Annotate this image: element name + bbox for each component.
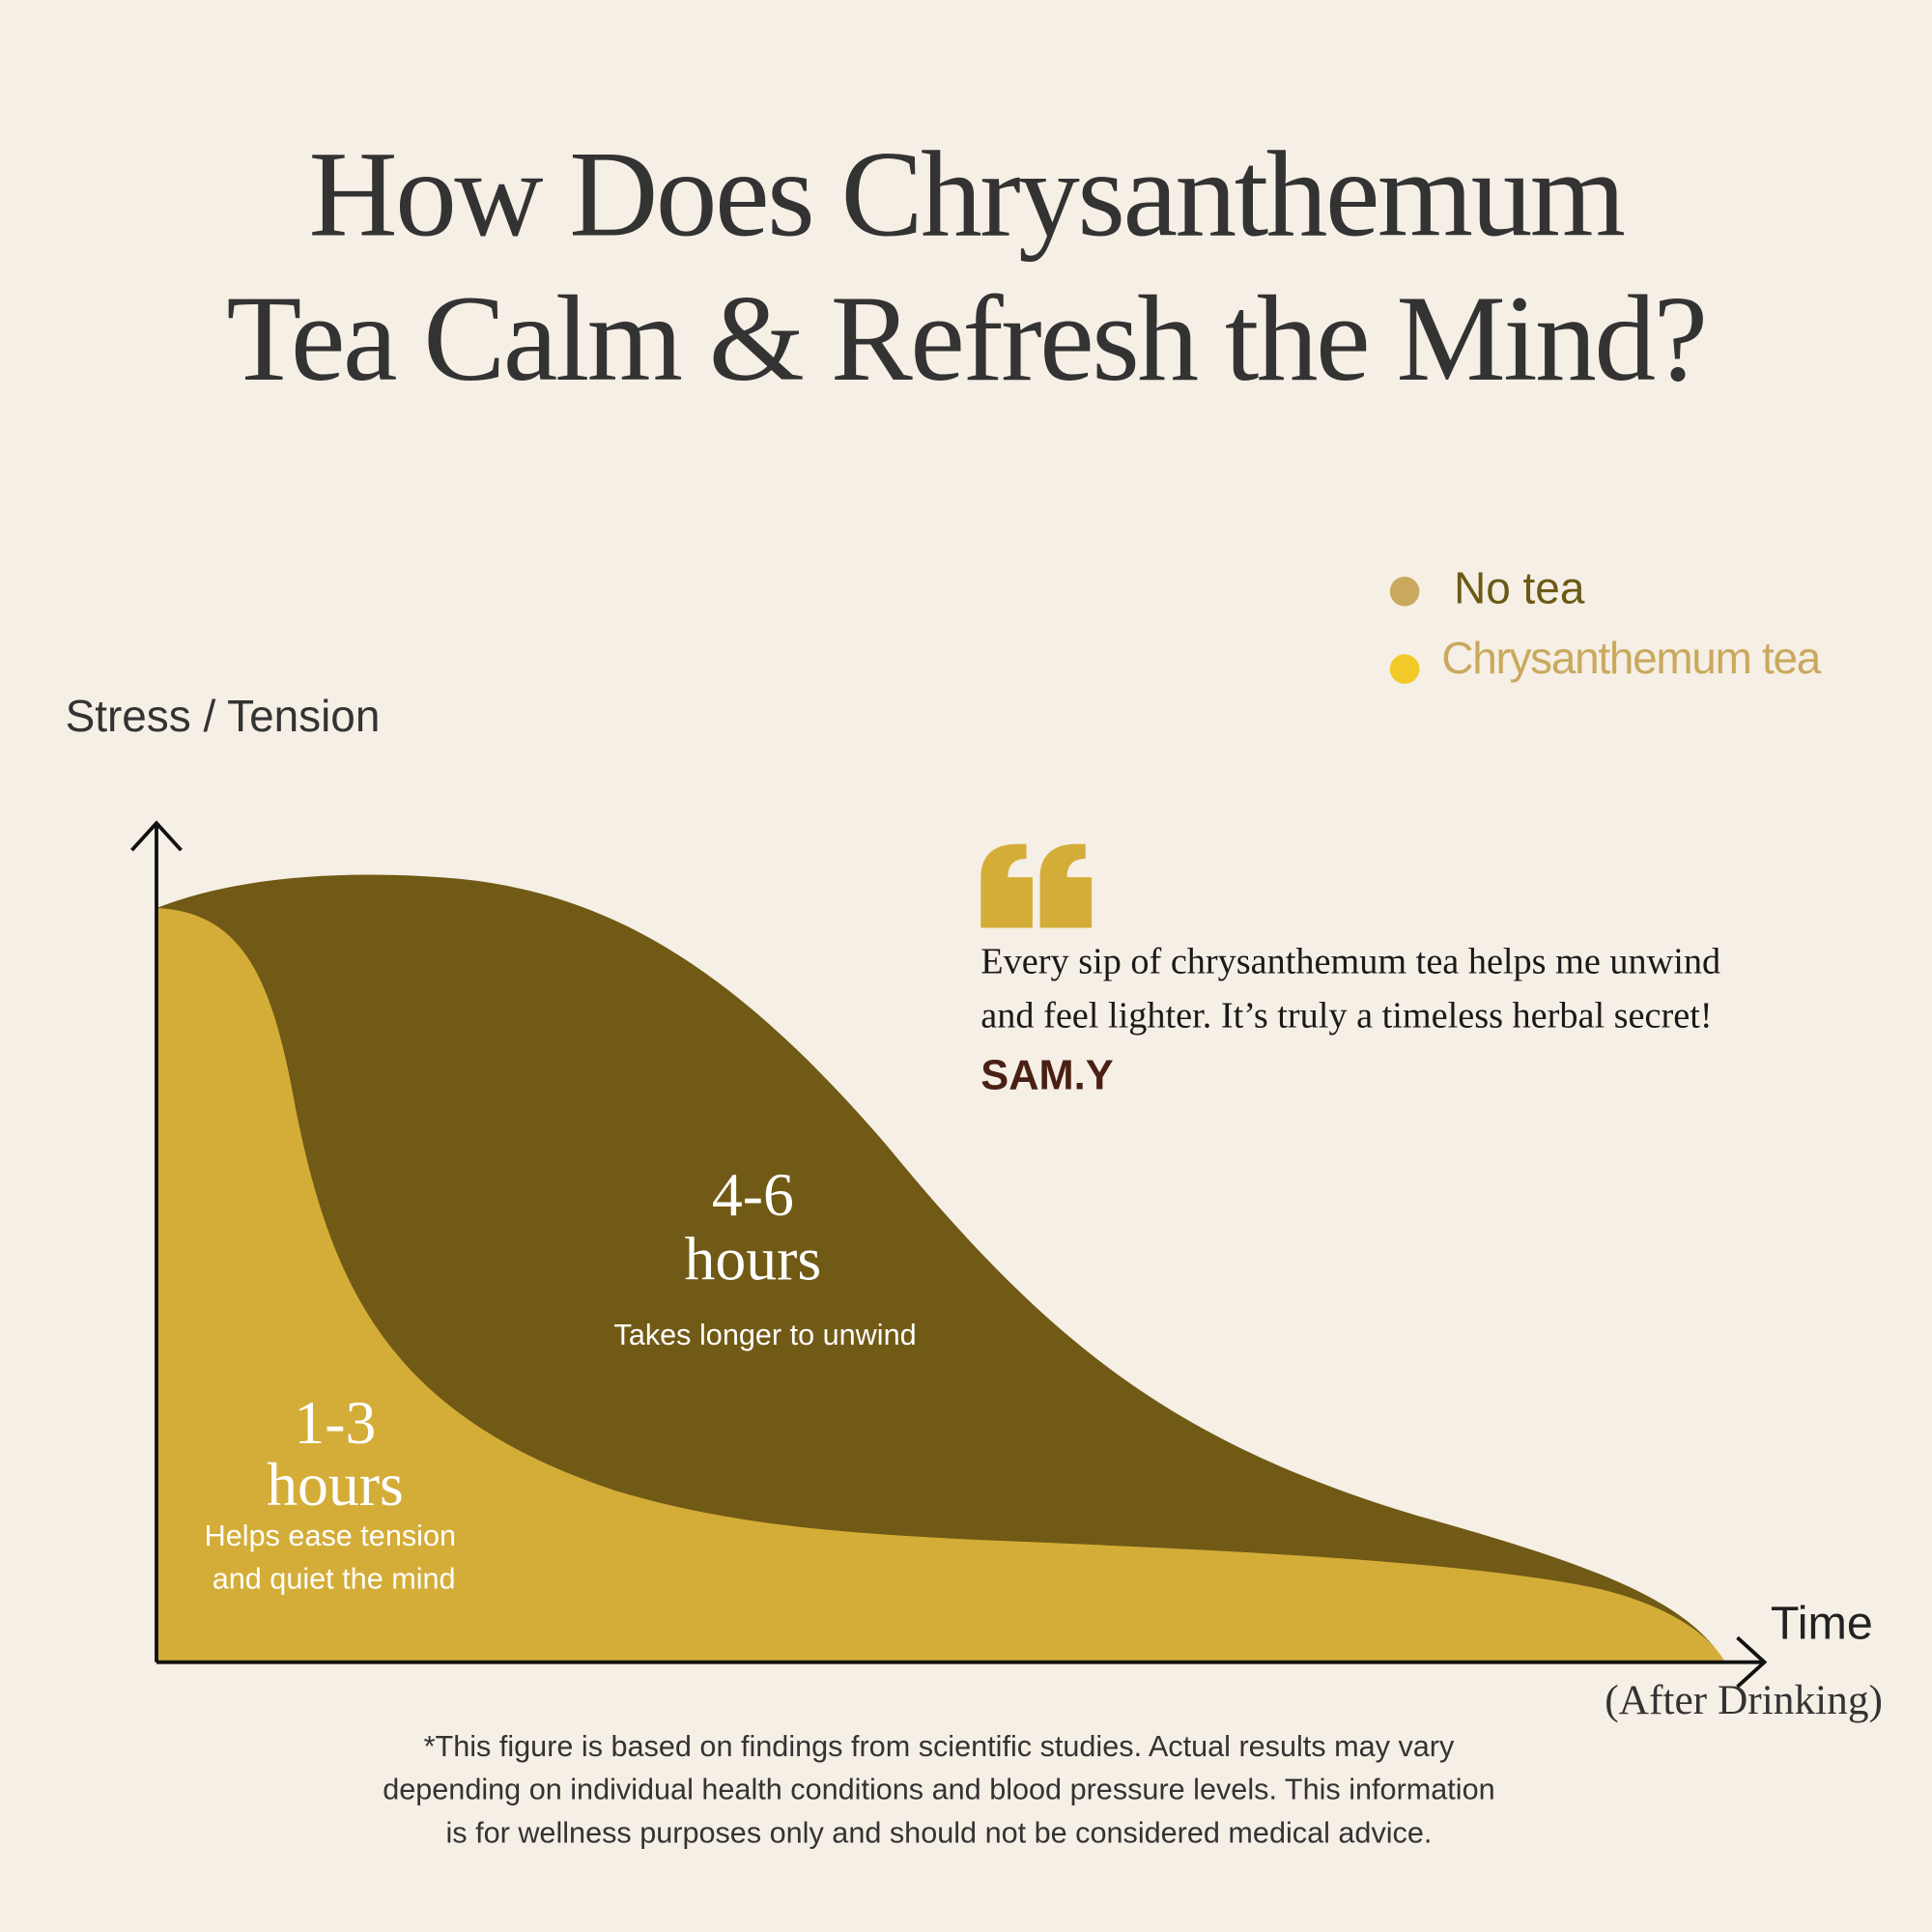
y-arrow (130, 820, 183, 852)
annotation-unit: hours (684, 1225, 821, 1293)
legend-label: No tea (1454, 562, 1585, 612)
footnote-line: *This figure is based on findings from s… (424, 1730, 1455, 1763)
y-axis-label: Stress / Tension (66, 691, 381, 741)
x-arrow (1736, 1635, 1768, 1689)
legend-dot (1389, 654, 1420, 684)
annotation-range: 4-6 (712, 1160, 794, 1229)
tea-area (156, 908, 1725, 1662)
axes (130, 820, 1768, 1689)
footnote-line: is for wellness purposes only and should… (445, 1816, 1432, 1849)
annotation-range: 1-3 (294, 1388, 376, 1457)
footnote-line: depending on individual health condition… (383, 1774, 1494, 1806)
annotation-note: Helps ease tension (205, 1520, 456, 1552)
x-axis-label: Time (1771, 1597, 1873, 1649)
annotation-unit: hours (267, 1450, 404, 1519)
quote-author: SAM.Y (980, 1053, 1113, 1099)
title-line: How Does Chrysanthemum (309, 126, 1625, 263)
legend-dot (1389, 576, 1420, 607)
annotation-note: and quiet the mind (213, 1563, 456, 1596)
legend-label: Chrysanthemum tea (1441, 633, 1821, 683)
quote-line: Every sip of chrysanthemum tea helps me … (980, 942, 1720, 982)
title-line: Tea Calm & Refresh the Mind? (226, 270, 1705, 407)
quote-mark (980, 843, 1093, 928)
x-axis-sublabel: (After Drinking) (1605, 1677, 1883, 1723)
quote-line: and feel lighter. It’s truly a timeless … (980, 996, 1712, 1037)
annotation-note: Takes longer to unwind (614, 1319, 917, 1351)
